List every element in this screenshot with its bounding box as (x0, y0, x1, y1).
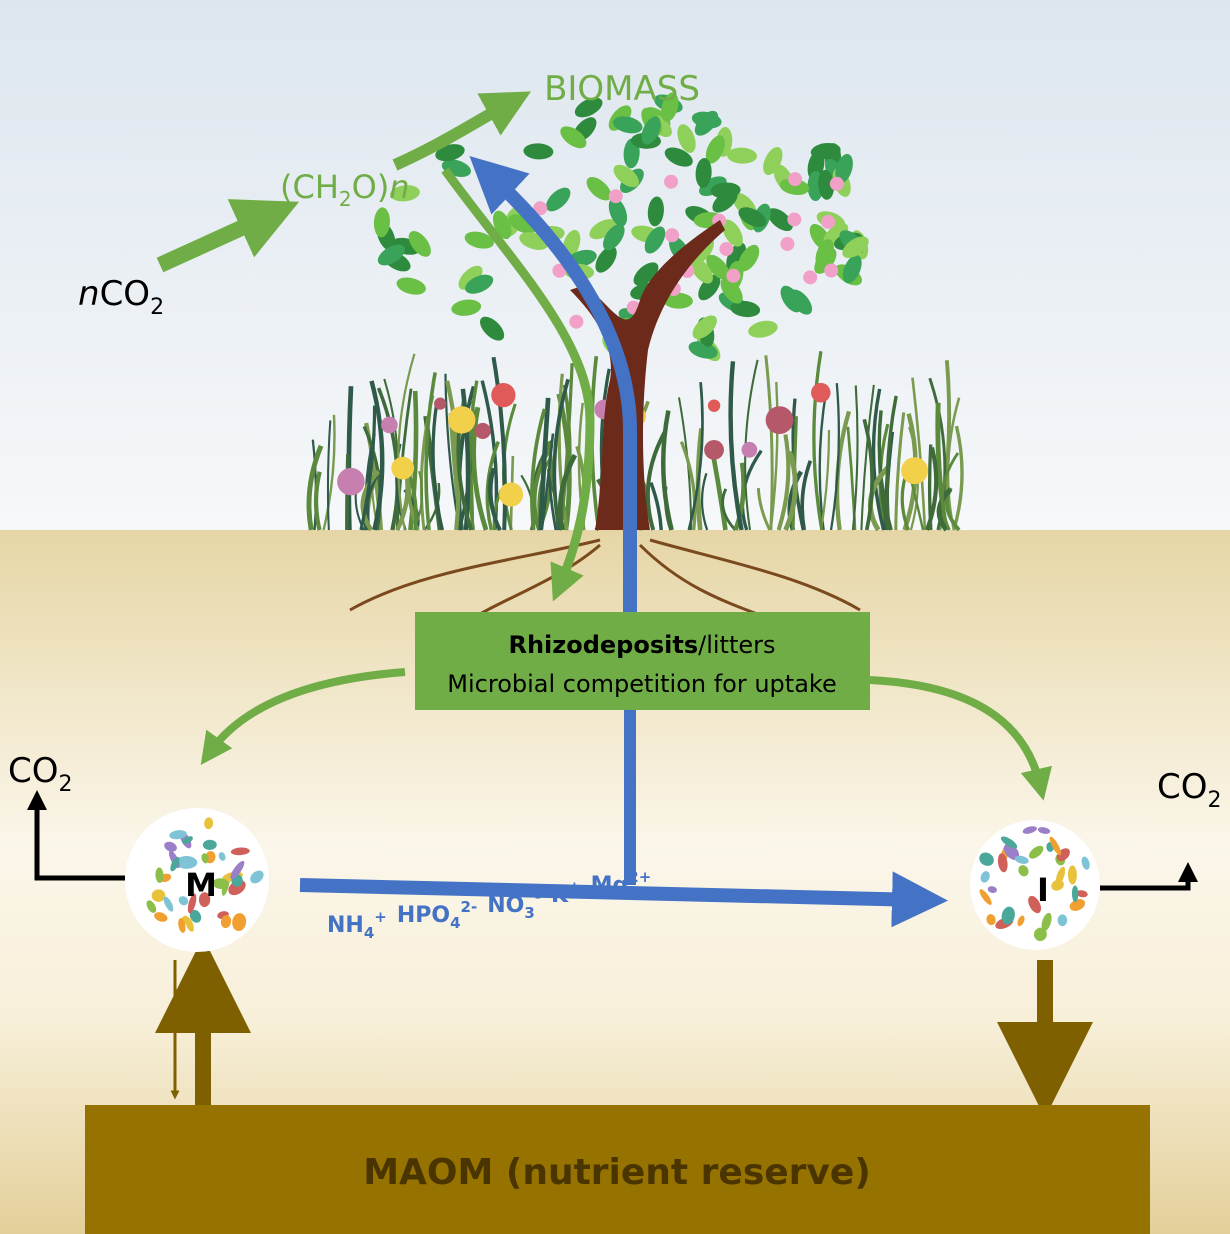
microbe-i-label: I (1037, 871, 1049, 909)
blossom (664, 175, 678, 189)
blossom (476, 163, 490, 177)
blossom (665, 228, 679, 242)
ion-subscript: 4 (364, 924, 374, 942)
blossom (569, 315, 583, 329)
flower (708, 399, 720, 411)
blossom (824, 264, 838, 278)
blossom (787, 212, 801, 226)
ion-superscript: 2+ (628, 868, 651, 886)
flower (391, 457, 414, 480)
blossom (609, 189, 623, 203)
blossom (803, 270, 817, 284)
ion-subscript: 4 (450, 914, 460, 932)
text-part: CO (100, 274, 151, 314)
flower (337, 468, 365, 496)
diagram: BIOMASS (CH2O)n nCO2 Rhizodeposits/litte… (0, 0, 1230, 1234)
ion-base: NH (327, 913, 364, 938)
flower (499, 482, 523, 506)
ion-base: K (551, 883, 569, 908)
blossom (821, 215, 835, 229)
text-part: /litters (698, 631, 775, 659)
blossom (830, 177, 844, 191)
flower (704, 440, 724, 460)
text-part: CO (1157, 767, 1208, 807)
flower (434, 398, 446, 410)
subscript: 2 (339, 187, 352, 211)
flower (742, 442, 758, 458)
subscript: 2 (1208, 788, 1222, 813)
ion-superscript: + (374, 908, 387, 926)
blossom (780, 237, 794, 251)
ion-superscript: + (568, 878, 581, 896)
flower (901, 457, 928, 484)
flower (448, 406, 475, 433)
ion-superscript: - (535, 888, 541, 906)
text-part: Rhizodeposits (508, 631, 698, 659)
biomass-label: BIOMASS (544, 69, 700, 109)
text-part: n (389, 168, 409, 206)
flower (766, 406, 794, 434)
ion-base: NO (487, 893, 524, 918)
flower (811, 383, 831, 403)
flower (475, 423, 491, 439)
blossom (788, 172, 802, 186)
text-part: (CH (280, 168, 339, 206)
flower (381, 417, 398, 434)
microbe-community-i (970, 820, 1100, 950)
rhizodeposits-subtitle: Microbial competition for uptake (447, 670, 836, 698)
ion-superscript: 2- (461, 898, 478, 916)
flower (491, 383, 515, 407)
text-part: n (78, 274, 100, 314)
subscript: 2 (150, 295, 164, 320)
blossom (719, 242, 733, 256)
subscript: 2 (59, 772, 73, 797)
microbe-m-label: M (185, 866, 217, 904)
maom-label: MAOM (nutrient reserve) (363, 1152, 871, 1193)
ion-base: HPO (397, 903, 450, 928)
blossom (726, 269, 740, 283)
ion-subscript: 3 (524, 904, 534, 922)
ion-base: Mg (591, 873, 629, 898)
text-part: CO (8, 751, 59, 791)
rhizodeposits-title: Rhizodeposits/litters (508, 631, 775, 659)
text-part: O) (352, 168, 390, 206)
